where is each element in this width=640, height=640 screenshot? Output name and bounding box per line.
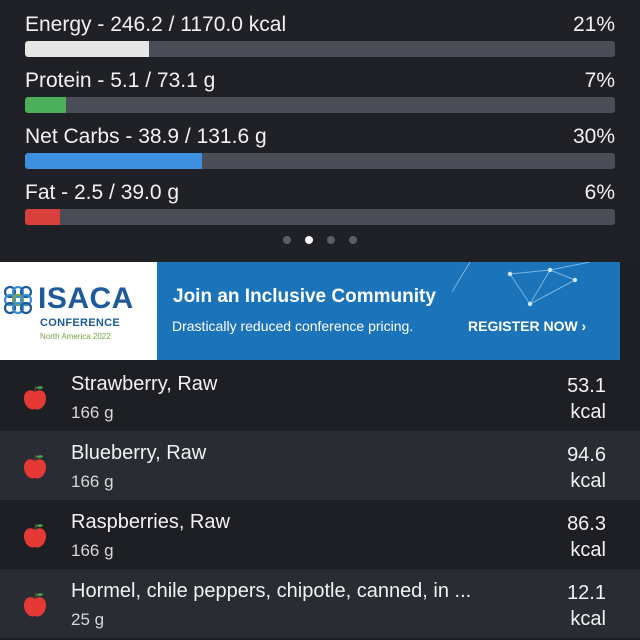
progress-bar-fill bbox=[25, 153, 202, 169]
network-graphic bbox=[451, 262, 591, 307]
progress-bar-track bbox=[25, 153, 615, 169]
nutrient-percent: 30% bbox=[572, 125, 615, 148]
page-indicator[interactable] bbox=[0, 236, 640, 246]
apple-icon bbox=[24, 592, 46, 617]
progress-bar-track bbox=[25, 209, 615, 225]
apple-icon bbox=[24, 454, 46, 479]
progress-bar-fill bbox=[25, 97, 67, 113]
food-name: Strawberry, Raw bbox=[71, 373, 218, 395]
register-now-link[interactable]: REGISTER NOW › bbox=[468, 318, 587, 334]
ad-region-label: North America 2022 bbox=[40, 332, 111, 341]
progress-bar-fill bbox=[25, 209, 61, 225]
nutrient-label: Fat - 2.5 / 39.0 g bbox=[25, 181, 180, 204]
progress-bar-fill bbox=[25, 41, 149, 57]
nutrient-label: Protein - 5.1 / 73.1 g bbox=[25, 69, 216, 92]
food-calories: 53.1 bbox=[567, 375, 606, 397]
progress-bar-track bbox=[25, 97, 615, 113]
ad-conference-label: CONFERENCE bbox=[40, 317, 121, 329]
food-calories: 86.3 bbox=[567, 513, 606, 535]
ad-headline: Join an Inclusive Community bbox=[173, 286, 436, 307]
food-calories: 94.6 bbox=[567, 444, 606, 466]
food-calories: 12.1 bbox=[567, 582, 606, 604]
ad-banner[interactable]: ISACA CONFERENCE North America 2022 Join… bbox=[0, 262, 620, 360]
food-list-item[interactable]: Strawberry, Raw 166 g 53.1 kcal bbox=[0, 362, 640, 431]
apple-icon bbox=[24, 523, 46, 548]
nutrient-percent: 7% bbox=[584, 69, 615, 92]
food-name: Blueberry, Raw bbox=[71, 442, 207, 464]
nutrient-percent: 6% bbox=[584, 181, 615, 204]
page-dot[interactable] bbox=[327, 236, 335, 244]
page-dot[interactable] bbox=[305, 236, 313, 244]
food-amount: 25 g bbox=[71, 610, 105, 629]
page-dot[interactable] bbox=[349, 236, 357, 244]
page-dot[interactable] bbox=[283, 236, 291, 244]
apple-icon bbox=[24, 385, 46, 410]
nutrient-label: Net Carbs - 38.9 / 131.6 g bbox=[25, 125, 267, 148]
ad-brand-name: ISACA bbox=[38, 282, 134, 315]
food-list-item[interactable]: Hormel, chile peppers, chipotle, canned,… bbox=[0, 569, 640, 638]
knot-logo-icon bbox=[3, 285, 33, 315]
food-amount: 166 g bbox=[71, 472, 114, 491]
food-amount: 166 g bbox=[71, 541, 114, 560]
ad-subtext: Drastically reduced conference pricing. bbox=[172, 318, 414, 334]
nutrient-targets-panel[interactable]: Energy - 246.2 / 1170.0 kcal 21% Protein… bbox=[0, 0, 640, 262]
food-calories-unit: kcal bbox=[570, 401, 606, 423]
food-calories-unit: kcal bbox=[570, 539, 606, 561]
food-calories-unit: kcal bbox=[570, 608, 606, 630]
food-amount: 166 g bbox=[71, 403, 114, 422]
food-name: Raspberries, Raw bbox=[71, 511, 230, 533]
isaca-logo: ISACA CONFERENCE North America 2022 bbox=[0, 262, 157, 360]
food-list-item[interactable]: Blueberry, Raw 166 g 94.6 kcal bbox=[0, 431, 640, 500]
food-name: Hormel, chile peppers, chipotle, canned,… bbox=[71, 580, 472, 602]
food-calories-unit: kcal bbox=[570, 470, 606, 492]
food-list-item[interactable]: Raspberries, Raw 166 g 86.3 kcal bbox=[0, 500, 640, 569]
nutrient-percent: 21% bbox=[572, 13, 615, 36]
nutrient-label: Energy - 246.2 / 1170.0 kcal bbox=[25, 13, 287, 36]
progress-bar-track bbox=[25, 41, 615, 57]
